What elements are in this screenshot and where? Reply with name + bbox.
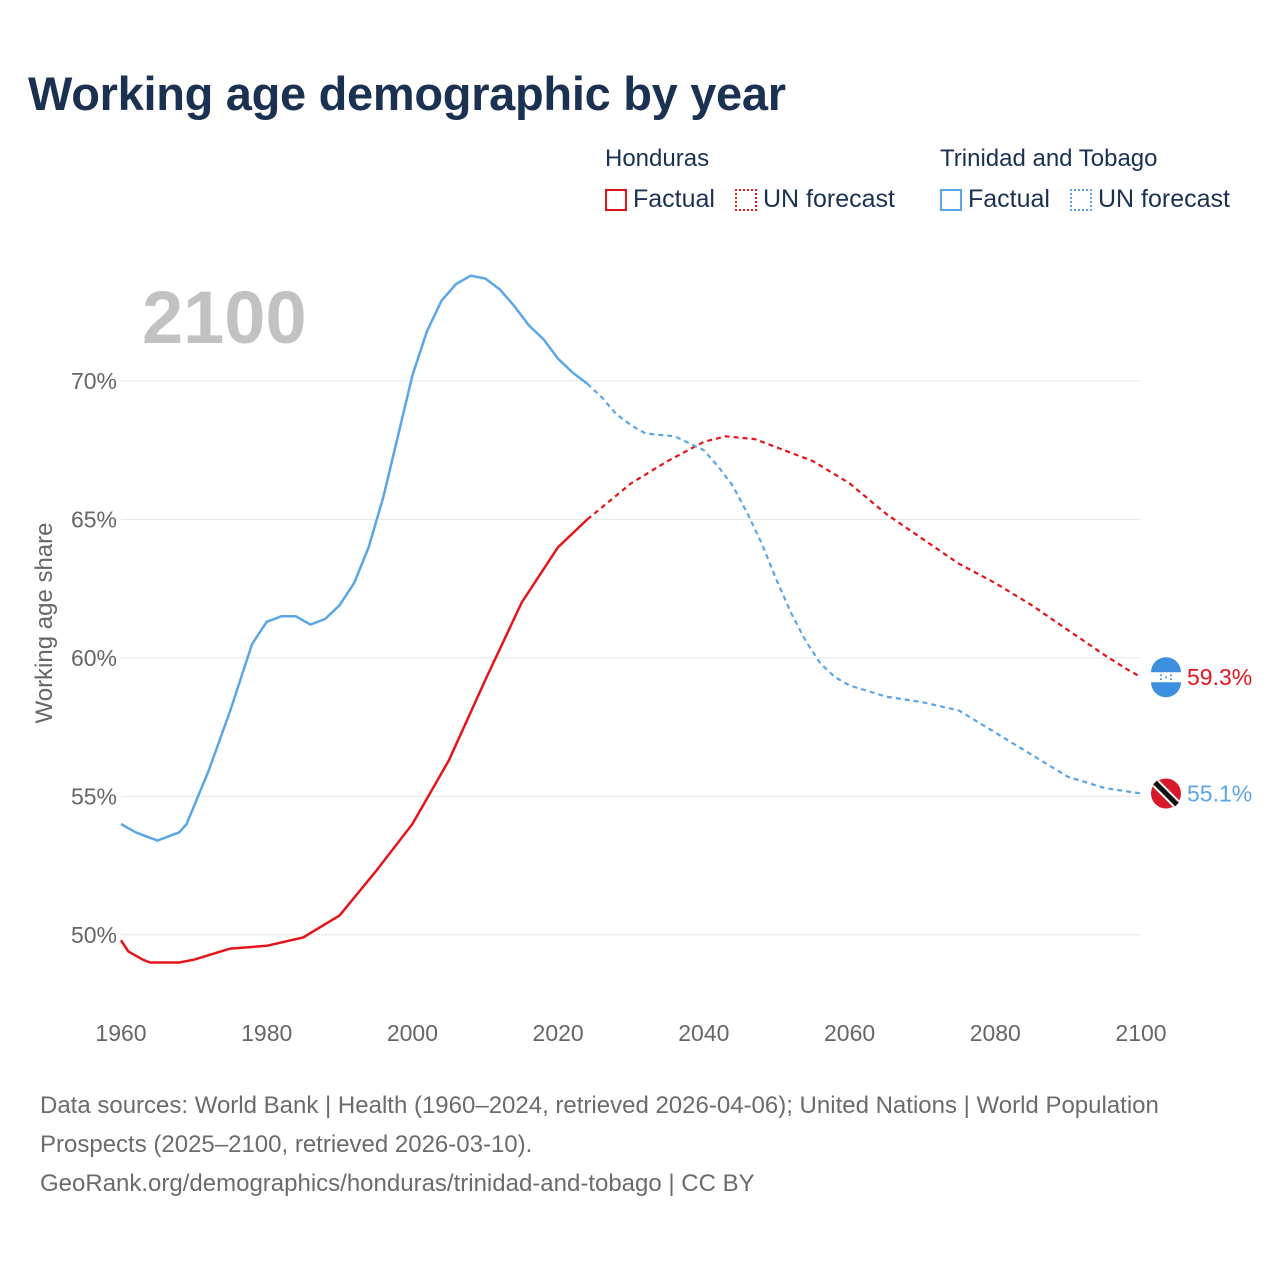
y-tick-label: 65% [71,506,117,532]
x-tick-label: 2060 [824,1020,875,1046]
y-tick-label: 55% [71,783,117,809]
legend-swatch-solid-blue-icon [940,188,962,211]
end-value-label-honduras: 59.3% [1187,664,1252,690]
footer: Data sources: World Bank | Health (1960–… [40,1086,1220,1203]
honduras-flag-icon [1151,657,1181,698]
legend-label: Factual [968,185,1050,213]
legend-label: UN forecast [762,185,895,213]
legend-swatch-dotted-red-icon [734,188,757,211]
series-line-trinidad-and-tobago-factual[interactable] [120,274,589,842]
legend-swatch-solid-red-icon [605,188,627,211]
legend-country-trinidad-and-tobago: Trinidad and Tobago [940,145,1158,172]
y-tick-label: 60% [71,645,117,671]
series-line-honduras-factual[interactable] [119,518,589,964]
x-tick-label: 2000 [387,1020,438,1046]
legend-trinidad-forecast[interactable]: UN forecast [1069,185,1230,214]
y-axis-label: Working age share [31,523,58,724]
x-tick-label: 1980 [241,1020,292,1046]
legend-honduras-forecast[interactable]: UN forecast [734,185,895,214]
legend-group-honduras: Honduras Factual UN forecast [605,145,895,214]
x-tick-label: 1960 [95,1020,146,1046]
x-tick-label: 2100 [1115,1020,1166,1046]
legend-label: Factual [633,185,715,213]
x-tick-label: 2080 [970,1020,1021,1046]
legend-honduras-factual[interactable]: Factual [605,185,715,214]
legend-trinidad-factual[interactable]: Factual [940,185,1050,214]
footer-sources: Data sources: World Bank | Health (1960–… [40,1092,1159,1158]
x-tick-label: 2020 [533,1020,584,1046]
footer-link[interactable]: GeoRank.org/demographics/honduras/trinid… [40,1170,755,1197]
y-tick-label: 50% [71,922,117,948]
chart-title: Working age demographic by year [28,67,786,120]
legend-swatch-dotted-blue-icon [1069,188,1092,211]
legend-label: UN forecast [1097,185,1230,213]
legend-group-trinidad-and-tobago: Trinidad and Tobago Factual UN forecast [940,145,1230,214]
end-value-label-trinidad-and-tobago: 55.1% [1187,781,1252,807]
trinidad-and-tobago-flag-icon [1151,778,1181,809]
x-tick-label: 2040 [678,1020,729,1046]
legend-country-honduras: Honduras [605,145,710,172]
y-tick-label: 70% [71,368,117,394]
series-line-honduras-forecast[interactable] [586,435,1142,679]
series-line-trinidad-and-tobago-forecast[interactable] [586,382,1142,795]
line-chart: 2100 Working age share 50% 55% 60% 65% 70% 1… [31,274,1252,1046]
year-watermark: 2100 [142,276,307,359]
